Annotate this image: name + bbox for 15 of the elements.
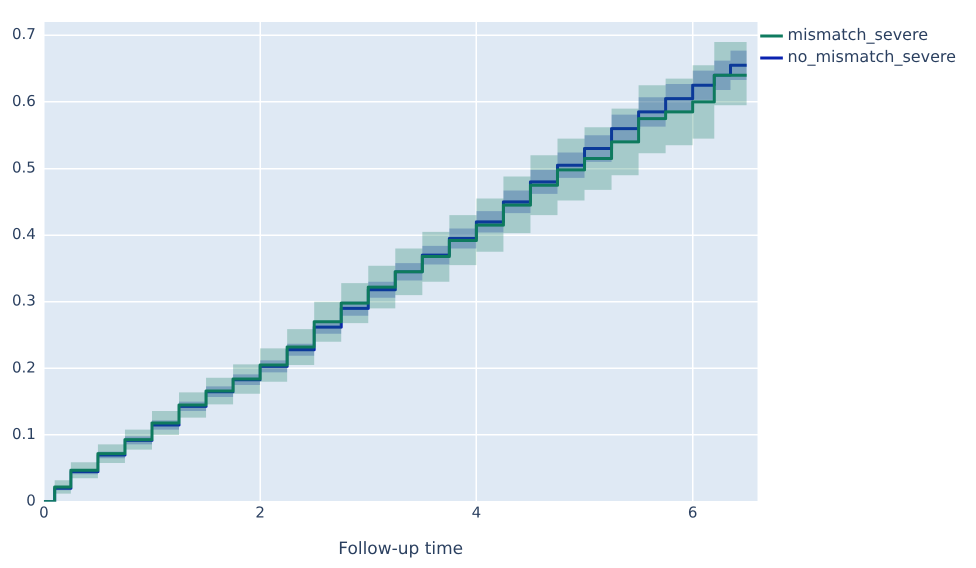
y-tick-label: 0.5 xyxy=(12,158,36,176)
y-tick-label: 0.4 xyxy=(12,225,36,244)
x-tick-label: 2 xyxy=(255,503,265,522)
y-tick-label: 0.3 xyxy=(12,292,36,310)
y-tick-label: 0 xyxy=(26,491,36,510)
legend-label: mismatch_severe xyxy=(788,25,928,44)
x-tick-label: 0 xyxy=(39,503,49,522)
x-tick-label: 4 xyxy=(472,503,482,522)
x-tick-label: 6 xyxy=(688,503,698,522)
x-axis-title: Follow-up time xyxy=(338,539,464,560)
y-tick-label: 0.2 xyxy=(12,358,36,376)
y-tick-label: 0.1 xyxy=(12,424,36,443)
legend-label: no_mismatch_severe xyxy=(788,47,956,66)
y-tick-label: 0.6 xyxy=(12,92,36,110)
y-tick-label: 0.7 xyxy=(12,25,36,44)
